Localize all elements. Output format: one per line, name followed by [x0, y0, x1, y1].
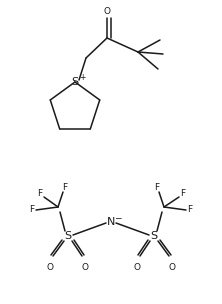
- Text: O: O: [103, 6, 111, 16]
- Text: −: −: [114, 213, 122, 223]
- Text: F: F: [180, 188, 186, 198]
- Text: F: F: [30, 206, 35, 215]
- Text: F: F: [187, 206, 192, 215]
- Text: S: S: [64, 231, 71, 241]
- Text: S: S: [151, 231, 158, 241]
- Text: O: O: [46, 262, 54, 271]
- Text: F: F: [62, 184, 67, 192]
- Text: S: S: [71, 77, 79, 87]
- Text: F: F: [38, 188, 43, 198]
- Text: O: O: [133, 262, 141, 271]
- Text: O: O: [81, 262, 89, 271]
- Text: +: +: [79, 72, 85, 81]
- Text: O: O: [168, 262, 176, 271]
- Text: N: N: [107, 217, 115, 227]
- Text: F: F: [155, 184, 160, 192]
